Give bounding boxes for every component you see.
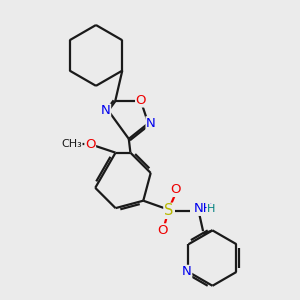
Text: O: O xyxy=(136,94,146,107)
Text: H: H xyxy=(207,204,215,214)
Text: N: N xyxy=(101,104,110,117)
Text: O: O xyxy=(157,224,168,237)
Text: CH₃: CH₃ xyxy=(61,139,82,149)
Text: S: S xyxy=(164,203,173,218)
Text: N: N xyxy=(146,117,156,130)
Text: O: O xyxy=(85,138,95,151)
Text: NH: NH xyxy=(194,202,214,215)
Text: O: O xyxy=(170,183,181,196)
Text: N: N xyxy=(182,266,192,278)
